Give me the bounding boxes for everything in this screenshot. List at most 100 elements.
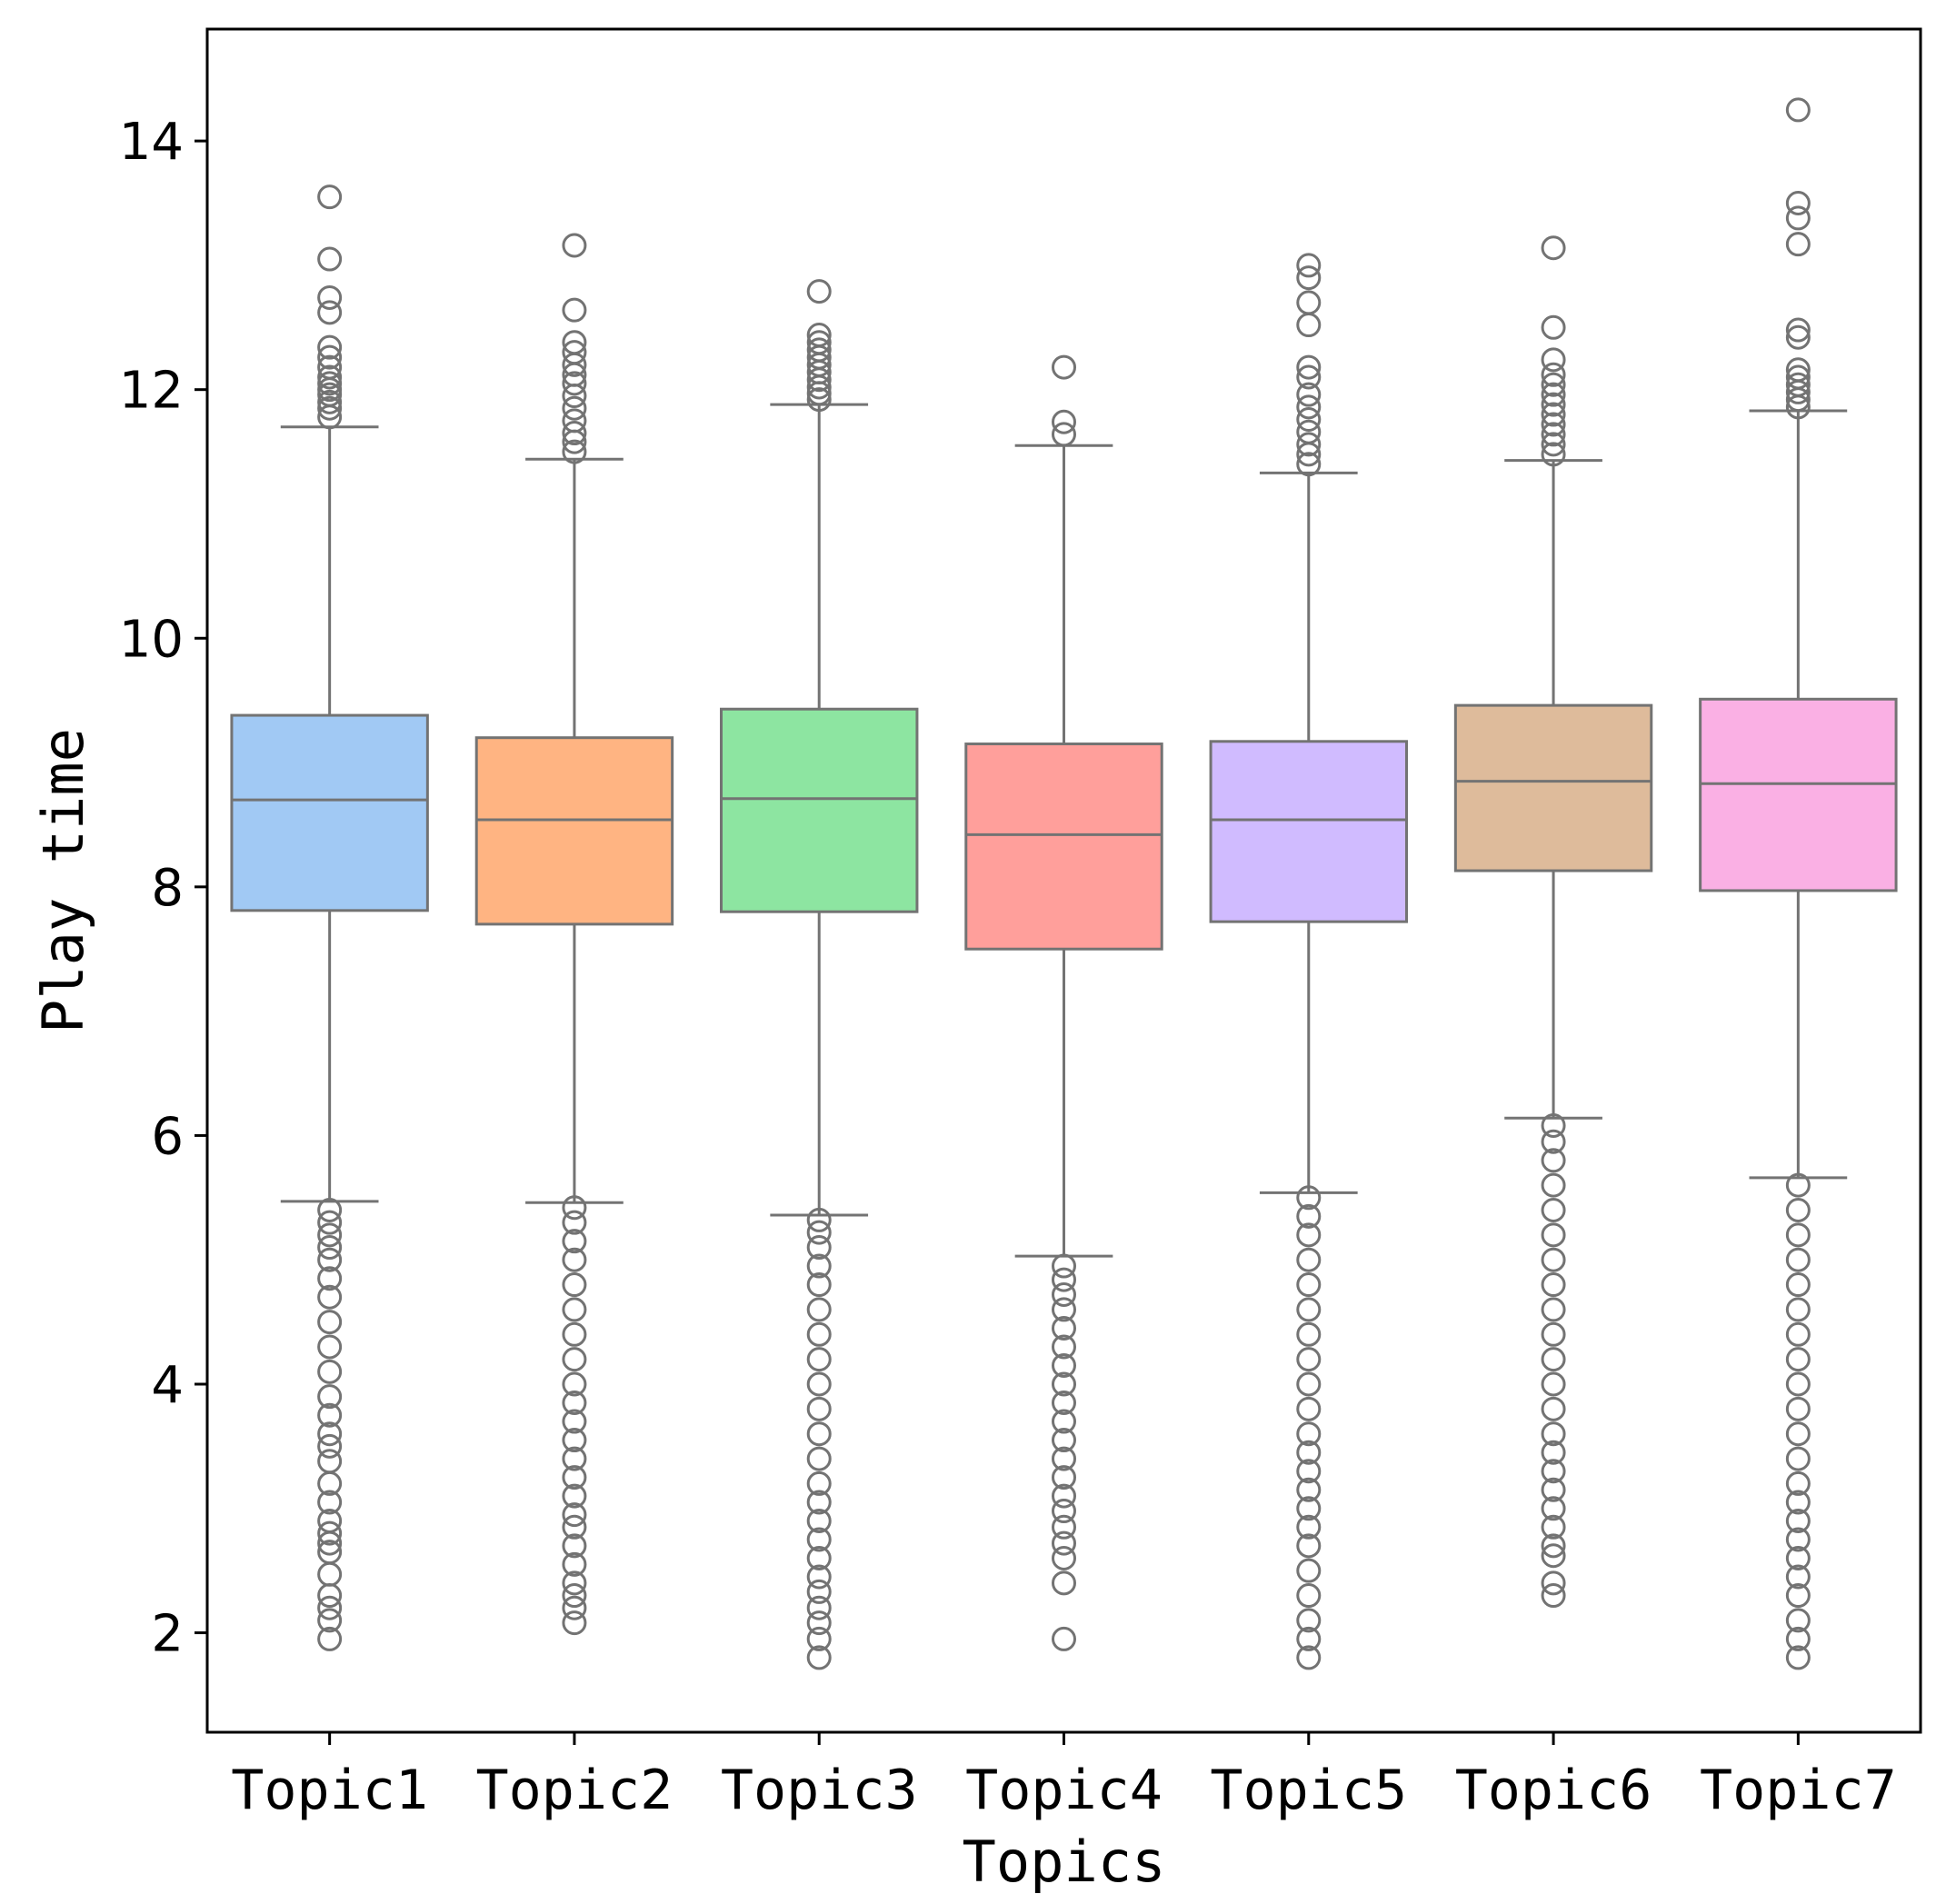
topic1-outlier — [317, 1595, 343, 1620]
topic1-outlier — [317, 371, 343, 396]
topic2-outlier — [562, 1514, 587, 1540]
topic5-outlier — [1296, 1222, 1322, 1248]
x-tick-label-topic4: Topic4 — [965, 1759, 1163, 1822]
y-axis: 2 4 6 8 10 12 14 — [119, 113, 207, 1664]
topic7-box — [1699, 697, 1898, 892]
topic6-outlier — [1541, 1197, 1566, 1222]
x-axis-title: Topics — [963, 1829, 1166, 1895]
topic1-outlier — [317, 246, 343, 272]
topic5-outlier — [1296, 1459, 1322, 1484]
topic2-outlier — [562, 1247, 587, 1272]
topic3-outlier — [806, 1470, 832, 1496]
boxes-layer — [230, 97, 1898, 1670]
topic7-outlier — [1785, 1272, 1811, 1298]
topic6-outlier — [1541, 432, 1566, 457]
topic3-outlier — [806, 1579, 832, 1604]
topic7-outlier — [1785, 1470, 1811, 1496]
topic2-outlier — [562, 1610, 587, 1636]
topic4-outlier — [1052, 1499, 1076, 1524]
topic4-outlier — [1052, 1391, 1076, 1416]
topic2-outlier — [562, 1371, 587, 1397]
topic7-outlier — [1785, 1371, 1811, 1397]
topic3-outlier — [806, 1527, 832, 1552]
box-group-topic5 — [1209, 253, 1408, 1670]
topic7-outlier — [1785, 372, 1811, 397]
topic6-outlier — [1541, 235, 1566, 261]
topic1-outlier — [317, 1334, 343, 1360]
topic2-outlier — [562, 439, 587, 464]
topic2-outlier — [562, 1483, 587, 1509]
topic2-outlier — [562, 1583, 587, 1609]
topic1-outlier — [317, 1247, 343, 1272]
topic7-outlier — [1785, 1297, 1811, 1322]
x-tick-label-topic7: Topic7 — [1700, 1759, 1897, 1822]
topic7-outlier — [1785, 191, 1811, 216]
topic6-outlier — [1541, 1543, 1566, 1569]
topic2-outlier — [562, 1533, 587, 1559]
topic1-outlier — [317, 1310, 343, 1335]
topic3-outlier — [806, 1595, 832, 1620]
topic1-outlier — [317, 1626, 343, 1651]
topic1-outlier — [317, 1384, 343, 1410]
x-tick-label-topic1: Topic1 — [231, 1759, 428, 1822]
topic4-outlier — [1052, 1465, 1076, 1490]
topic6-outlier — [1541, 1172, 1566, 1198]
topic1-outlier — [317, 284, 343, 310]
topic5-outlier — [1296, 1440, 1322, 1465]
topic5-outlier — [1296, 382, 1322, 407]
topic2-outlier — [562, 1297, 587, 1322]
x-tick-label-topic6: Topic6 — [1455, 1759, 1652, 1822]
topic6-outlier — [1541, 1222, 1566, 1248]
topic6-outlier — [1541, 1459, 1566, 1484]
topic2-outlier — [562, 421, 587, 446]
topic5-outlier — [1296, 1396, 1322, 1421]
topic7-outlier — [1785, 97, 1811, 123]
topic7-outlier — [1785, 1347, 1811, 1372]
topic1-outlier — [317, 334, 343, 360]
topic5-outlier — [1296, 407, 1322, 433]
topic6-outlier — [1541, 1112, 1566, 1138]
topic3-outlier — [806, 337, 832, 363]
topic2-outlier — [562, 371, 587, 396]
topic1-outlier — [317, 344, 343, 370]
topic7-outlier — [1785, 1508, 1811, 1533]
topic2-outlier — [562, 1570, 587, 1596]
topic4-outlier — [1052, 1626, 1076, 1651]
topic4-outlier — [1052, 1352, 1076, 1378]
topic5-outlier — [1296, 1272, 1322, 1298]
topic5-outlier — [1296, 265, 1322, 291]
topic7-outlier — [1785, 1421, 1811, 1447]
topic6-outlier — [1541, 1396, 1566, 1421]
y-axis-title: Play time — [30, 728, 96, 1033]
topic4-outlier — [1052, 1267, 1076, 1292]
topic6-outlier — [1541, 392, 1566, 417]
topic2-outlier — [562, 408, 587, 434]
x-axis: Topic1 Topic2 Topic3 Topic4 Topic5 Topic6 Topi… — [231, 1732, 1897, 1822]
topic3-outlier — [806, 1321, 832, 1347]
topic3-outlier — [806, 1371, 832, 1397]
topic1-outlier — [317, 1540, 343, 1565]
topic1-outlier — [317, 354, 343, 380]
topic3-outlier — [806, 330, 832, 355]
y-tick-label-14: 14 — [119, 113, 184, 172]
topic7-outlier — [1785, 1396, 1811, 1421]
topic1-outlier — [317, 1433, 343, 1459]
topic4-outlier — [1052, 409, 1076, 434]
topic6-outlier — [1541, 442, 1566, 467]
topic5-outlier — [1296, 1321, 1322, 1347]
topic4-outlier — [1052, 1570, 1076, 1596]
topic6-outlier — [1541, 422, 1566, 447]
topic5-outlier — [1296, 1297, 1322, 1322]
topic6-outlier — [1541, 1297, 1566, 1322]
y-tick-label-12: 12 — [119, 362, 184, 421]
topic4-outlier — [1052, 1409, 1076, 1434]
topic7-outlier — [1785, 1583, 1811, 1609]
topic3-outlier — [806, 1272, 832, 1298]
topic5-outlier — [1296, 1514, 1322, 1540]
topic5-outlier — [1296, 1247, 1322, 1272]
topic3-outlier — [806, 1446, 832, 1471]
topic3-outlier — [806, 1645, 832, 1670]
topic3-outlier — [806, 1220, 832, 1245]
topic2-outlier — [562, 233, 587, 258]
topic1-outlier — [317, 1359, 343, 1384]
